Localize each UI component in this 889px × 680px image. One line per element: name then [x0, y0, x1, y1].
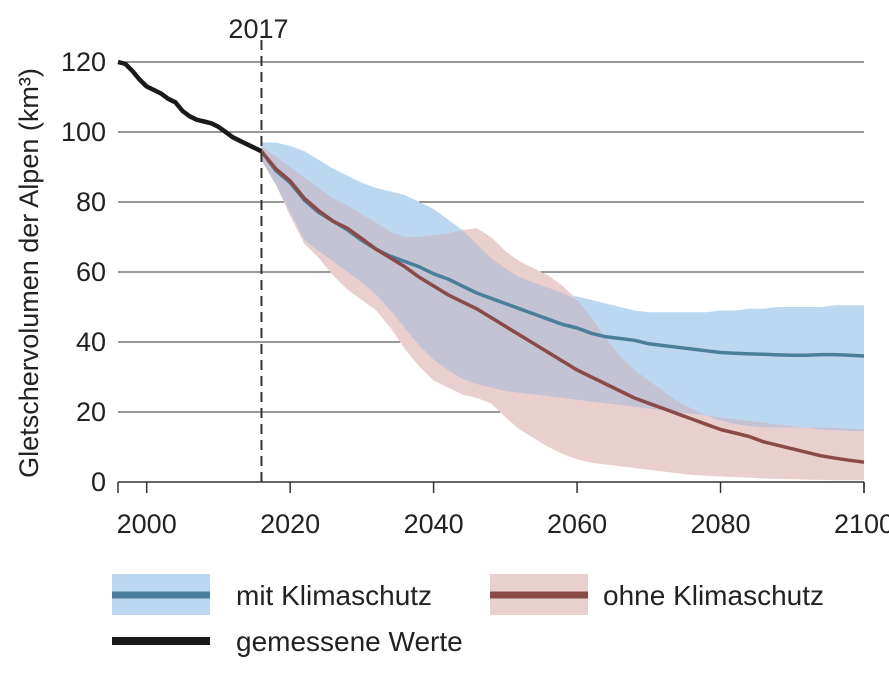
x-tick-label-2060: 2060	[547, 509, 607, 539]
legend-with-label: mit Klimaschutz	[236, 580, 432, 611]
uncertainty-bands	[261, 142, 864, 481]
x-tick-label-2000: 2000	[117, 509, 177, 539]
x-tick-label-2080: 2080	[690, 509, 750, 539]
series-lines	[117, 59, 865, 464]
y-tick-label-80: 80	[76, 187, 106, 217]
x-tick-label-2020: 2020	[260, 509, 320, 539]
x-tick-label-2040: 2040	[404, 509, 464, 539]
annotation-label: 2017	[228, 14, 288, 44]
band-overlap	[261, 146, 864, 432]
annotation-2017: 2017	[228, 14, 289, 482]
x-axis	[117, 481, 865, 493]
line-ohne-klimaschutz	[260, 150, 865, 464]
y-tick-label-120: 120	[61, 47, 106, 77]
legend-item-measured: gemessene Werte	[112, 626, 463, 657]
band-mit-klimaschutz	[261, 142, 864, 432]
legend-measured-label: gemessene Werte	[236, 626, 463, 657]
y-axis-title: Gletschervolumen der Alpen (km³)	[14, 68, 44, 478]
x-tick-labels: 2000 2020 2040 2060 2080 2100	[117, 509, 889, 539]
legend: mit Klimaschutz ohne Klimaschutz gemesse…	[112, 574, 824, 657]
y-tick-label-20: 20	[76, 397, 106, 427]
y-tick-labels: 0 20 40 60 80 100 120	[61, 47, 106, 497]
legend-without-label: ohne Klimaschutz	[603, 580, 824, 611]
line-gemessene-werte	[117, 59, 263, 154]
y-tick-label-40: 40	[76, 327, 106, 357]
legend-item-with: mit Klimaschutz	[112, 574, 432, 615]
x-tick-label-2100: 2100	[834, 509, 889, 539]
legend-item-without: ohne Klimaschutz	[490, 574, 824, 615]
y-tick-label-60: 60	[76, 257, 106, 287]
y-tick-label-0: 0	[91, 467, 106, 497]
y-tick-label-100: 100	[61, 117, 106, 147]
